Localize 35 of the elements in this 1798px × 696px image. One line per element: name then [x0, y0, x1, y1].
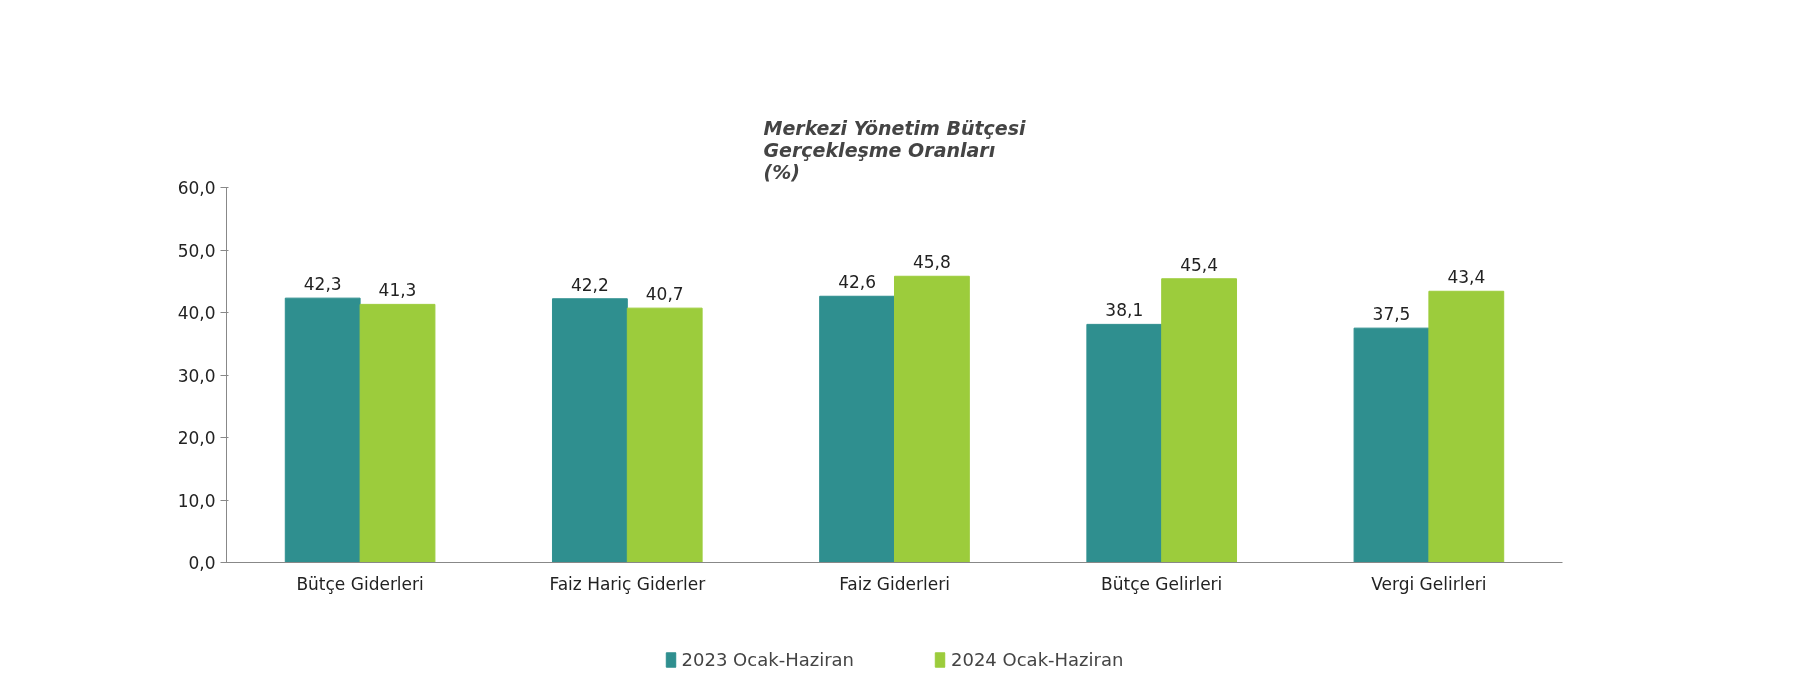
data-label: 42,6: [838, 272, 877, 293]
data-label: 38,1: [1105, 300, 1144, 321]
bar: [626, 307, 703, 563]
bar: [284, 297, 361, 563]
y-tick-label: 10,0: [177, 490, 216, 511]
bar: [551, 298, 628, 563]
y-tick-label: 50,0: [177, 240, 216, 261]
data-label: 42,2: [570, 274, 609, 295]
data-label: 40,7: [645, 284, 684, 305]
y-tick-label: 20,0: [177, 428, 216, 448]
y-tick-label: 30,0: [177, 365, 216, 386]
y-tick-label: 40,0: [177, 303, 216, 323]
bar: [1353, 327, 1430, 563]
data-label: 45,8: [912, 252, 951, 273]
bar: [1428, 290, 1505, 563]
bar: [1086, 323, 1163, 563]
x-tick-label: Vergi Gelirleri: [1371, 573, 1487, 594]
bar: [894, 275, 970, 563]
bar: [1161, 278, 1238, 563]
data-label: 42,3: [303, 274, 342, 295]
bar: [819, 295, 895, 563]
y-tick-label: 60,0: [177, 178, 216, 198]
data-label: 45,4: [1180, 254, 1219, 275]
x-tick-label: Faiz Hariç Giderler: [549, 573, 706, 594]
data-label: 43,4: [1447, 267, 1486, 288]
x-tick-label: Faiz Giderleri: [839, 573, 950, 594]
bar: [359, 303, 436, 563]
data-label: 37,5: [1372, 304, 1411, 325]
legend-label: 2024 Ocak-Haziran: [951, 648, 1124, 670]
chart-title: Merkezi Yönetim Bütçesi Gerçekleşme Oranları (%): [763, 116, 1027, 183]
x-tick-label: Bütçe Giderleri: [296, 573, 424, 594]
data-label: 41,3: [378, 280, 417, 301]
legend-label: 2023 Ocak-Haziran: [681, 648, 854, 670]
y-tick-label: 0,0: [188, 553, 216, 573]
x-tick-label: Bütçe Gelirleri: [1101, 573, 1223, 594]
